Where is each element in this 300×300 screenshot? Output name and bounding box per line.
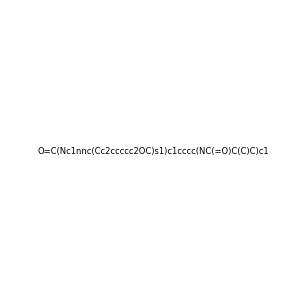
Text: O=C(Nc1nnc(Cc2ccccc2OC)s1)c1cccc(NC(=O)C(C)C)c1: O=C(Nc1nnc(Cc2ccccc2OC)s1)c1cccc(NC(=O)C…: [38, 147, 270, 156]
